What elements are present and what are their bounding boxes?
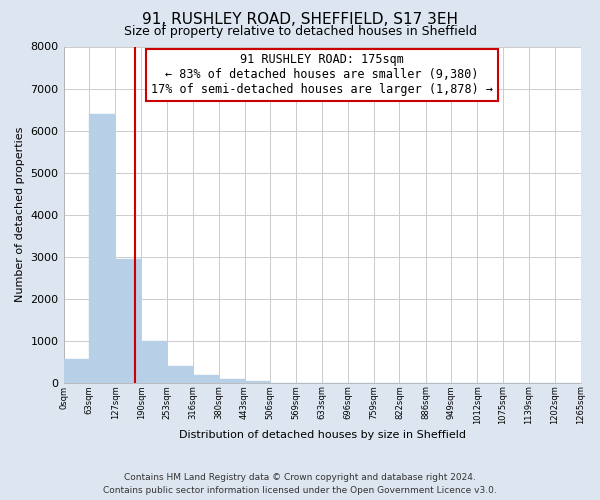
Bar <box>245 380 271 382</box>
Bar <box>115 258 141 382</box>
Bar <box>193 376 219 382</box>
Text: 91, RUSHLEY ROAD, SHEFFIELD, S17 3EH: 91, RUSHLEY ROAD, SHEFFIELD, S17 3EH <box>142 12 458 28</box>
Bar <box>219 379 245 382</box>
Bar <box>141 342 167 382</box>
X-axis label: Distribution of detached houses by size in Sheffield: Distribution of detached houses by size … <box>179 430 466 440</box>
Bar <box>167 366 193 382</box>
Bar <box>89 114 115 382</box>
Text: Size of property relative to detached houses in Sheffield: Size of property relative to detached ho… <box>124 25 476 38</box>
Text: 91 RUSHLEY ROAD: 175sqm
← 83% of detached houses are smaller (9,380)
17% of semi: 91 RUSHLEY ROAD: 175sqm ← 83% of detache… <box>151 53 493 96</box>
Bar <box>64 359 89 382</box>
Y-axis label: Number of detached properties: Number of detached properties <box>15 127 25 302</box>
Text: Contains HM Land Registry data © Crown copyright and database right 2024.
Contai: Contains HM Land Registry data © Crown c… <box>103 474 497 495</box>
